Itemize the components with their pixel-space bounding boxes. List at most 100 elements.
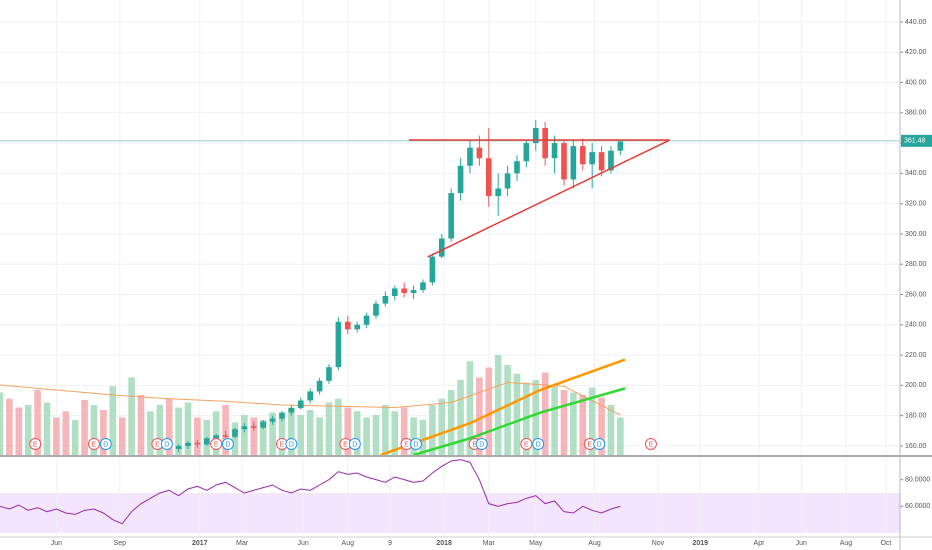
volume-bar [429,405,436,455]
event-label: E [280,441,285,448]
candle-body [523,143,530,162]
y-tick-label: 400.00 [905,79,927,86]
volume-bar [175,407,182,455]
candle-body [269,418,276,422]
y-tick-label: 260.00 [905,291,927,298]
y-tick-label: 240.00 [905,322,927,329]
candle-body [438,238,445,257]
event-marker [532,438,545,450]
volume-bar [400,407,408,455]
candle-body [213,435,220,439]
x-tick-label: Aug [342,540,355,547]
volume-bar [0,392,4,455]
y-tick-label: 60.0000 [905,503,930,510]
x-tick-label: Aug [840,540,853,547]
candle-body [241,426,248,430]
y-tick-label: 440.00 [905,19,927,26]
candle-body [561,143,567,180]
volume-bar [269,412,276,455]
y-tick-label: 180.00 [905,412,927,419]
volume-bar [588,387,596,455]
candle-body [570,146,577,180]
event-marker [409,438,422,450]
x-tick-label: Aug [588,540,601,547]
volume-bar [532,380,540,455]
volume-bar [288,407,295,455]
volume-bar [43,402,51,455]
volume-bar [306,410,314,455]
event-marker [285,438,298,450]
x-tick-label: Oct [880,540,891,547]
y-tick-label: 420.00 [905,49,927,56]
candle-body [232,429,238,437]
candle-body [551,143,558,159]
event-label: D [536,441,541,448]
volume-bar [156,405,164,455]
volume-bar [194,417,201,455]
y-tick-label: 320.00 [905,200,927,207]
candle-body [608,150,614,171]
volume-bar [419,420,427,455]
event-label: E [587,441,592,448]
candle-body [495,188,501,197]
event-label: D [289,441,294,448]
candle-body [203,438,210,445]
x-tick-label: Nov [652,540,665,547]
volume-bar [579,395,587,455]
candle-body [382,296,389,304]
volume-bar [316,417,323,455]
y-tick-label: 380.00 [905,110,927,117]
candle-body [532,127,539,144]
volume-bar [71,420,79,455]
event-marker [210,438,223,450]
x-tick-label: 2019 [692,540,708,547]
volume-bar [100,410,107,455]
y-tick-label: 300.00 [905,231,927,238]
y-tick-label: 200.00 [905,382,927,389]
volume-bar [485,367,493,455]
x-tick-label: Mar [483,540,496,547]
candle-body [354,324,360,330]
volume-bar [476,377,483,455]
volume-bar [457,380,464,455]
volume-bar [118,417,126,455]
candle-body [457,165,464,194]
volume-bar [222,405,229,455]
event-label: E [649,441,654,448]
candle-body [504,173,511,189]
volume-bar [598,397,605,455]
y-tick-label: 160.00 [905,443,927,450]
candle-body [279,412,285,419]
volume-bar [541,372,549,455]
event-label: E [343,441,348,448]
trend-line [427,139,671,258]
volume-bar [34,390,41,455]
volume-bar [62,411,70,455]
event-label: D [597,441,602,448]
event-label: E [404,441,409,448]
volume-bar [363,417,370,455]
candle-body [288,408,295,413]
event-marker [520,438,533,450]
volume-bar [438,398,446,455]
x-tick-label: 2017 [192,540,208,547]
x-tick-label: 2018 [436,540,452,547]
candle-body [344,321,351,330]
event-label: E [33,441,38,448]
event-label: D [413,441,418,448]
event-marker [348,438,361,450]
x-tick-label: May [529,540,543,547]
volume-bar [212,411,220,455]
event-marker [644,438,657,450]
candle-body [222,435,229,437]
candle-body [185,442,191,446]
event-label: E [155,441,160,448]
moving-average [380,358,626,455]
candle-body [335,321,342,368]
volume-bar [551,386,558,455]
event-label: D [352,441,357,448]
y-tick-label: 280.00 [905,261,927,268]
event-label: E [214,441,219,448]
volume-bar [53,417,60,455]
